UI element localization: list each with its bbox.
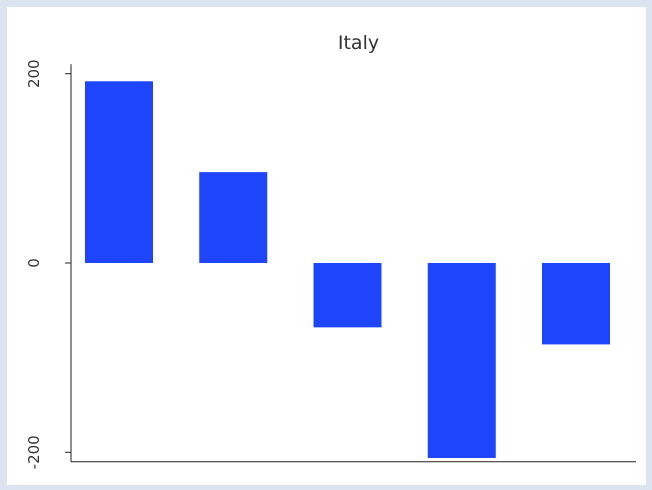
axes: 200 0 -200 [25,59,636,469]
bar [542,263,610,345]
bar [85,81,153,263]
bar [313,263,382,328]
chart-panel: Italy 200 0 -200 [7,7,646,485]
y-tick-label: -200 [25,435,43,469]
y-tick-label: 200 [25,59,43,88]
y-tick-label: 0 [25,258,43,268]
bars [85,81,610,458]
chart-title: Italy [338,32,379,54]
bar [427,263,496,458]
bar [199,172,268,263]
bar-chart: Italy 200 0 -200 [25,32,636,469]
